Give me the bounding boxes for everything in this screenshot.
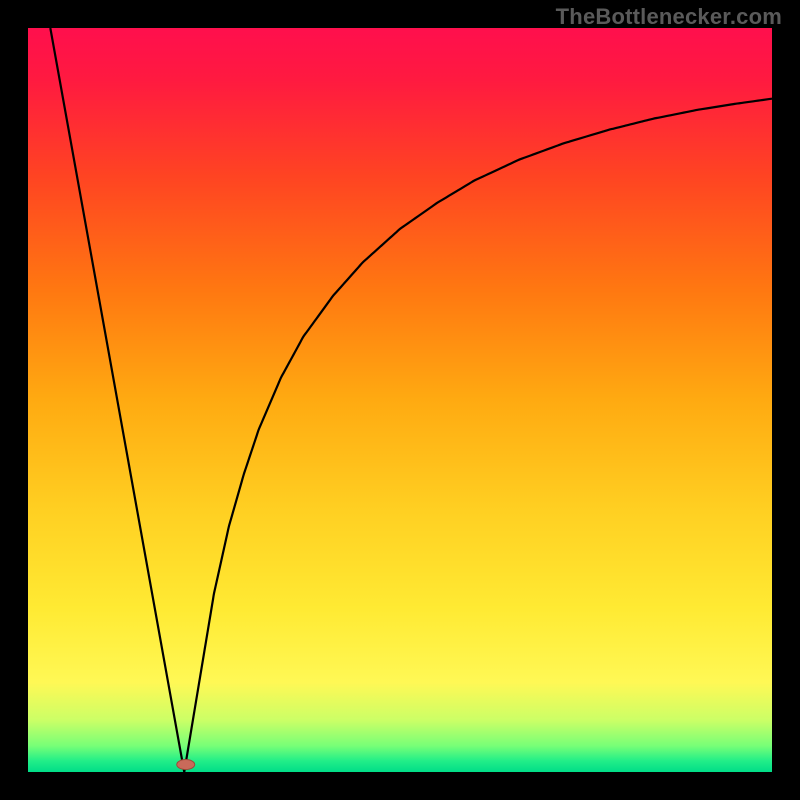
gradient-background: [28, 28, 772, 772]
plot-svg: [28, 28, 772, 772]
chart-container: TheBottlenecker.com: [0, 0, 800, 800]
watermark-text: TheBottlenecker.com: [556, 4, 782, 30]
min-marker: [177, 760, 195, 770]
plot-area: [28, 28, 772, 772]
